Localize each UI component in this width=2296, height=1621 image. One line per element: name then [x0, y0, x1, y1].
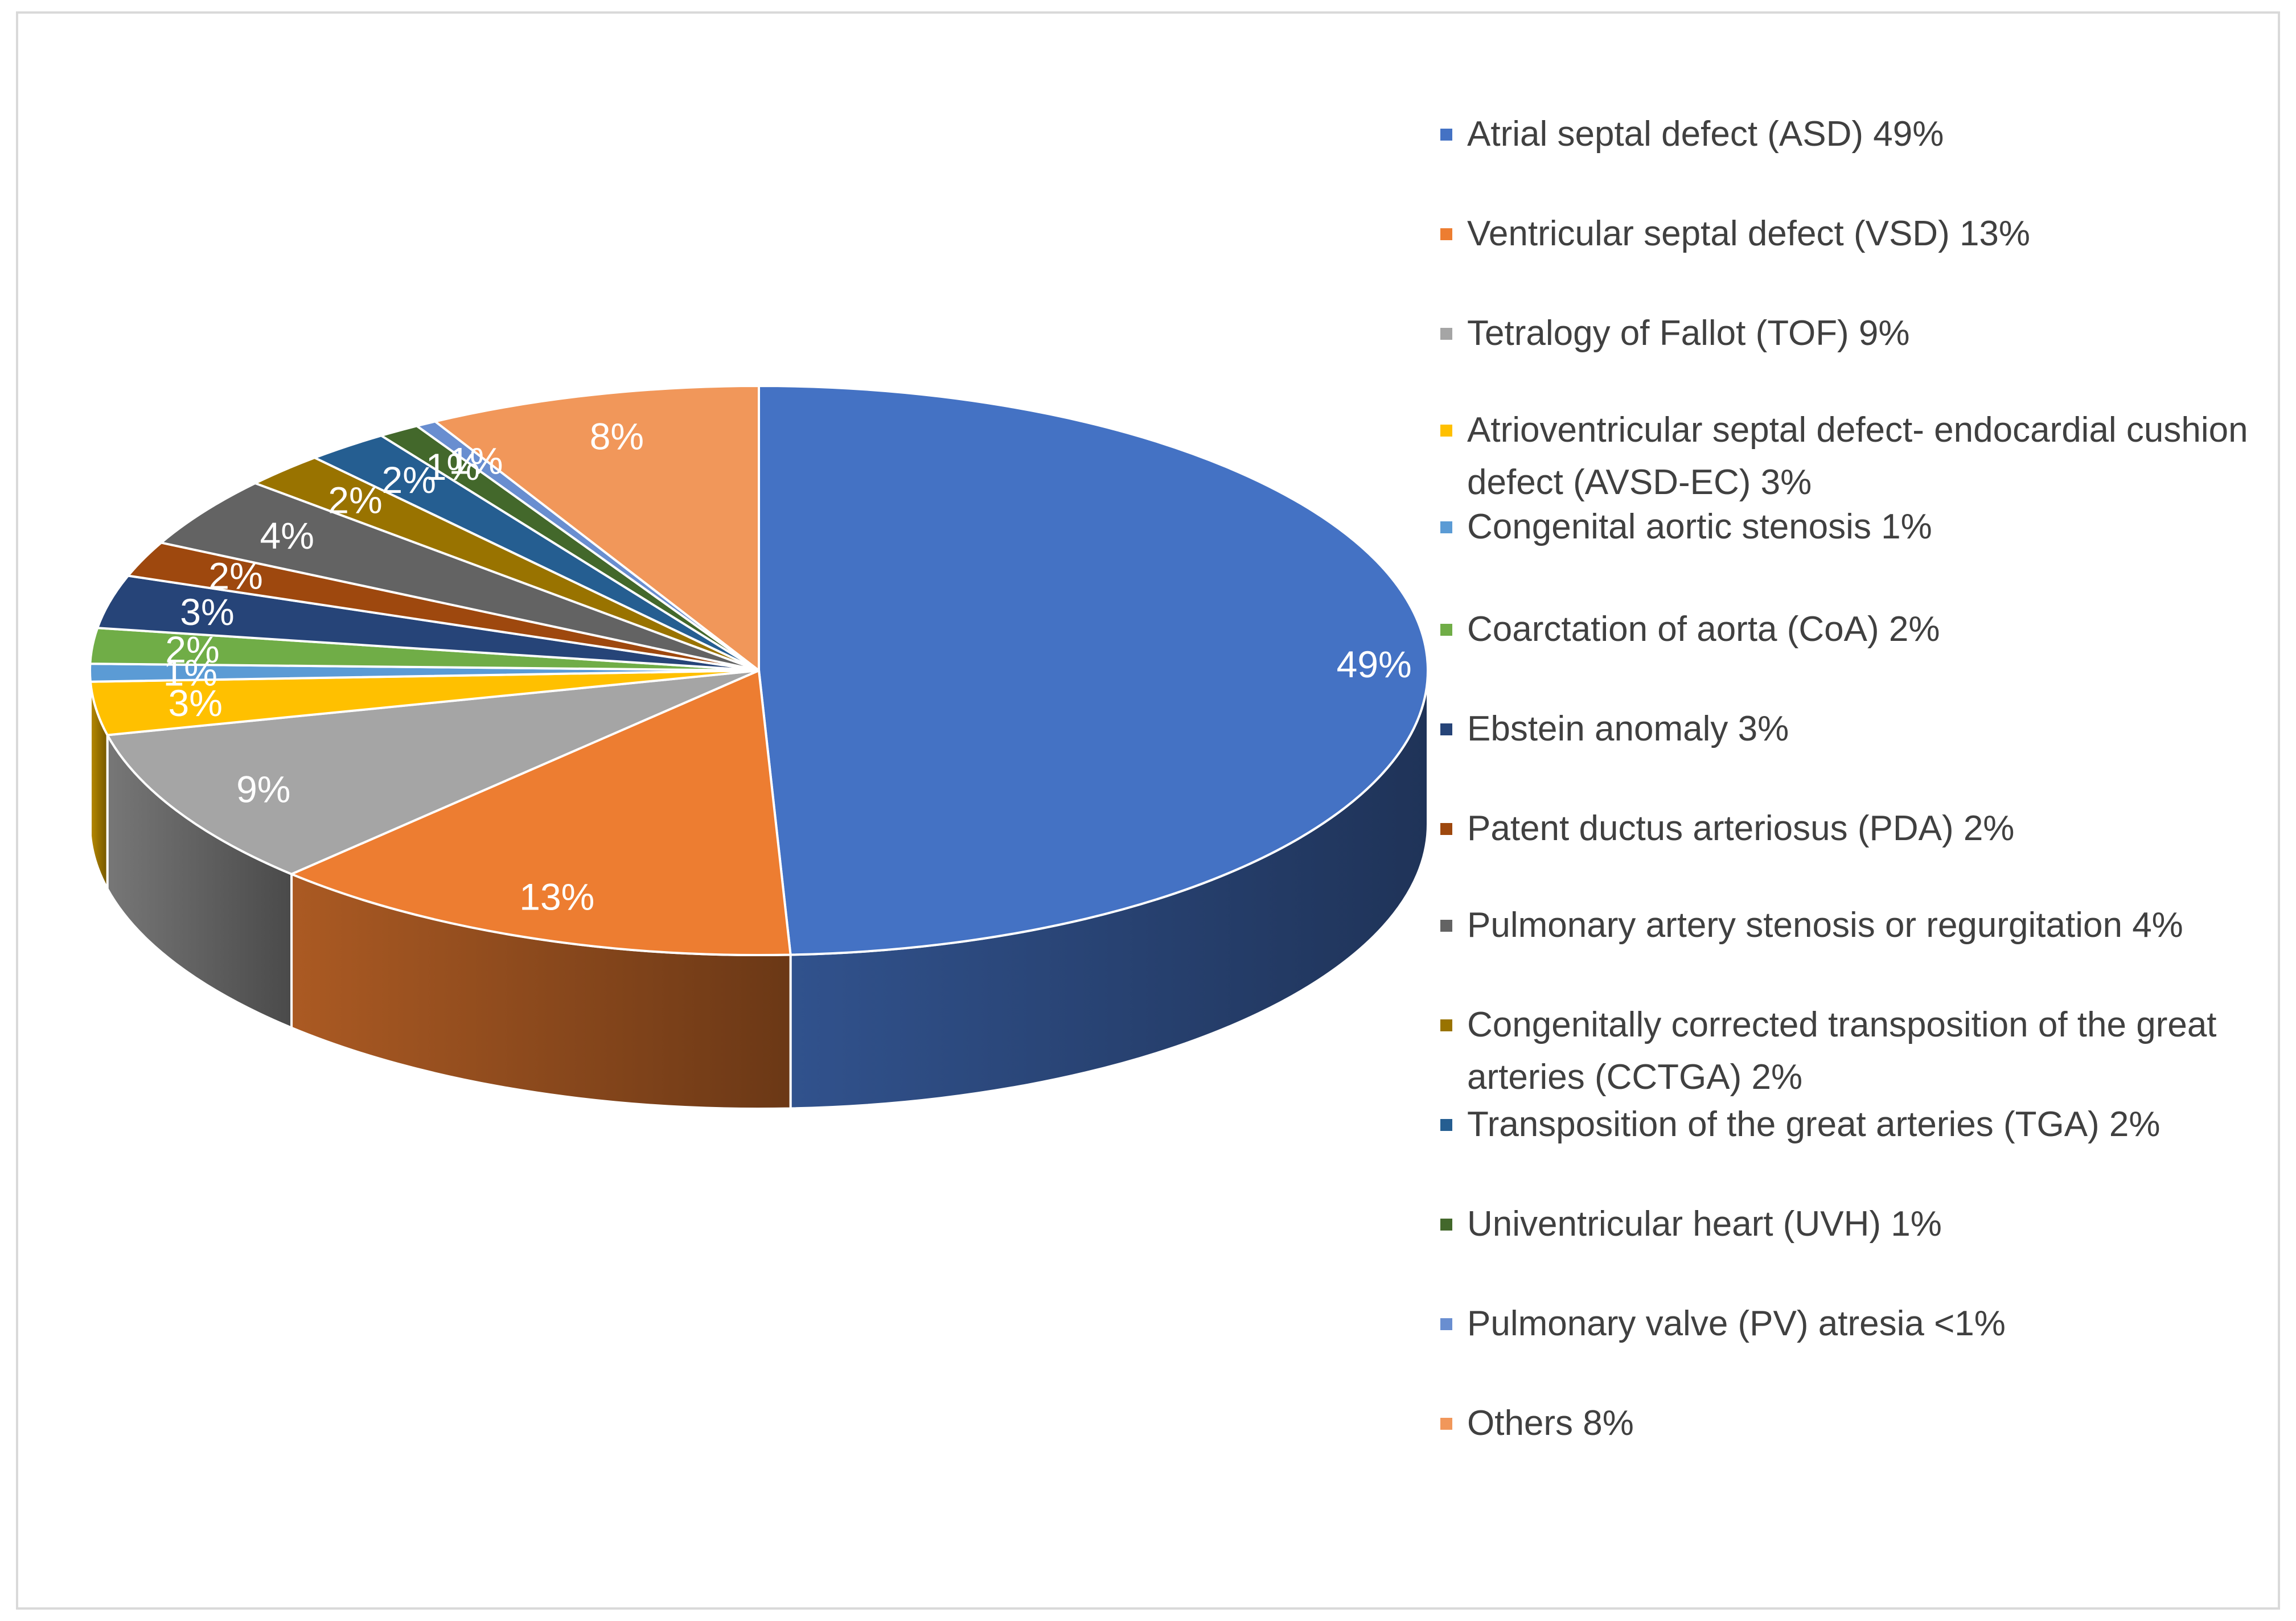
legend-item: Congenitally corrected transposition of …	[1440, 999, 2260, 1104]
legend-swatch	[1440, 521, 1452, 533]
legend-label: Ebstein anomaly 3%	[1467, 709, 1789, 748]
legend-swatch	[1440, 920, 1452, 932]
legend-label: Ventricular septal defect (VSD) 13%	[1467, 214, 2031, 253]
legend-swatch	[1440, 129, 1452, 141]
legend-item: Atrioventricular septal defect- endocard…	[1440, 404, 2260, 509]
legend-swatch	[1440, 624, 1452, 636]
legend-swatch	[1440, 328, 1452, 340]
pie-slice-13	[434, 385, 760, 672]
data-label-10: 2%	[382, 459, 436, 501]
data-label-2: 9%	[236, 768, 290, 810]
legend-label: Pulmonary valve (PV) atresia <1%	[1467, 1304, 2006, 1343]
legend-label: Transposition of the great arteries (TGA…	[1467, 1105, 2161, 1144]
legend-label: Coarctation of aorta (CoA) 2%	[1467, 610, 1940, 649]
legend-swatch	[1440, 1219, 1452, 1231]
legend-label: Others 8%	[1467, 1404, 1634, 1443]
legend-swatch	[1440, 1019, 1452, 1031]
data-label-6: 3%	[180, 591, 234, 633]
legend-swatch	[1440, 425, 1452, 437]
legend-label: Patent ductus arteriosus (PDA) 2%	[1467, 809, 2015, 848]
legend-swatch	[1440, 823, 1452, 835]
legend-swatch	[1440, 1318, 1452, 1330]
data-label-8: 4%	[260, 515, 314, 557]
pie-slices	[89, 385, 1430, 957]
pie-side-4	[89, 670, 92, 836]
data-label-12: 1%	[449, 439, 503, 482]
legend-item: Ventricular septal defect (VSD) 13%	[1440, 208, 2260, 260]
legend-label: Atrial septal defect (ASD) 49%	[1467, 114, 1944, 154]
legend-item: Pulmonary valve (PV) atresia <1%	[1440, 1298, 2260, 1350]
legend-item: Univentricular heart (UVH) 1%	[1440, 1198, 2260, 1250]
legend-item: Ebstein anomaly 3%	[1440, 703, 2260, 755]
pie-slice-2	[106, 669, 760, 875]
legend-swatch	[1440, 1119, 1452, 1131]
data-label-7: 2%	[208, 555, 262, 597]
legend-swatch	[1440, 723, 1452, 735]
data-label-4: 1%	[163, 651, 217, 693]
data-label-0: 49%	[1337, 643, 1412, 685]
legend-label: Univentricular heart (UVH) 1%	[1467, 1204, 1942, 1244]
legend-label: Pulmonary artery stenosis or regurgitati…	[1467, 906, 2183, 945]
legend-item: Pulmonary artery stenosis or regurgitati…	[1440, 899, 2260, 952]
legend-item: Others 8%	[1440, 1397, 2260, 1450]
data-label-5: 2%	[165, 628, 219, 670]
legend-label: Congenitally corrected transposition of …	[1467, 1005, 2217, 1097]
legend-item: Transposition of the great arteries (TGA…	[1440, 1099, 2260, 1151]
pie-slice-1	[290, 669, 792, 957]
data-label-9: 2%	[328, 479, 382, 521]
legend-item: Atrial septal defect (ASD) 49%	[1440, 108, 2260, 161]
legend-label: Tetralogy of Fallot (TOF) 9%	[1467, 314, 1910, 353]
legend-label: Atrioventricular septal defect- endocard…	[1467, 410, 2248, 502]
pie-slice-8	[160, 482, 760, 672]
pie-data-labels: 49%13%9%3%1%2%3%2%4%2%2%1%1%8%	[163, 415, 1412, 918]
pie-slice-0	[758, 385, 1430, 956]
data-label-11: 1%	[426, 446, 480, 488]
legend-item: Congenital aortic stenosis 1%	[1440, 501, 2260, 553]
legend-label: Congenital aortic stenosis 1%	[1467, 507, 1932, 546]
legend-swatch	[1440, 1418, 1452, 1430]
data-label-13: 8%	[590, 415, 644, 458]
data-label-1: 13%	[519, 875, 594, 918]
legend-item: Patent ductus arteriosus (PDA) 2%	[1440, 803, 2260, 855]
data-label-3: 3%	[169, 682, 223, 724]
legend-item: Tetralogy of Fallot (TOF) 9%	[1440, 307, 2260, 360]
legend-item: Coarctation of aorta (CoA) 2%	[1440, 603, 2260, 656]
legend-swatch	[1440, 228, 1452, 240]
